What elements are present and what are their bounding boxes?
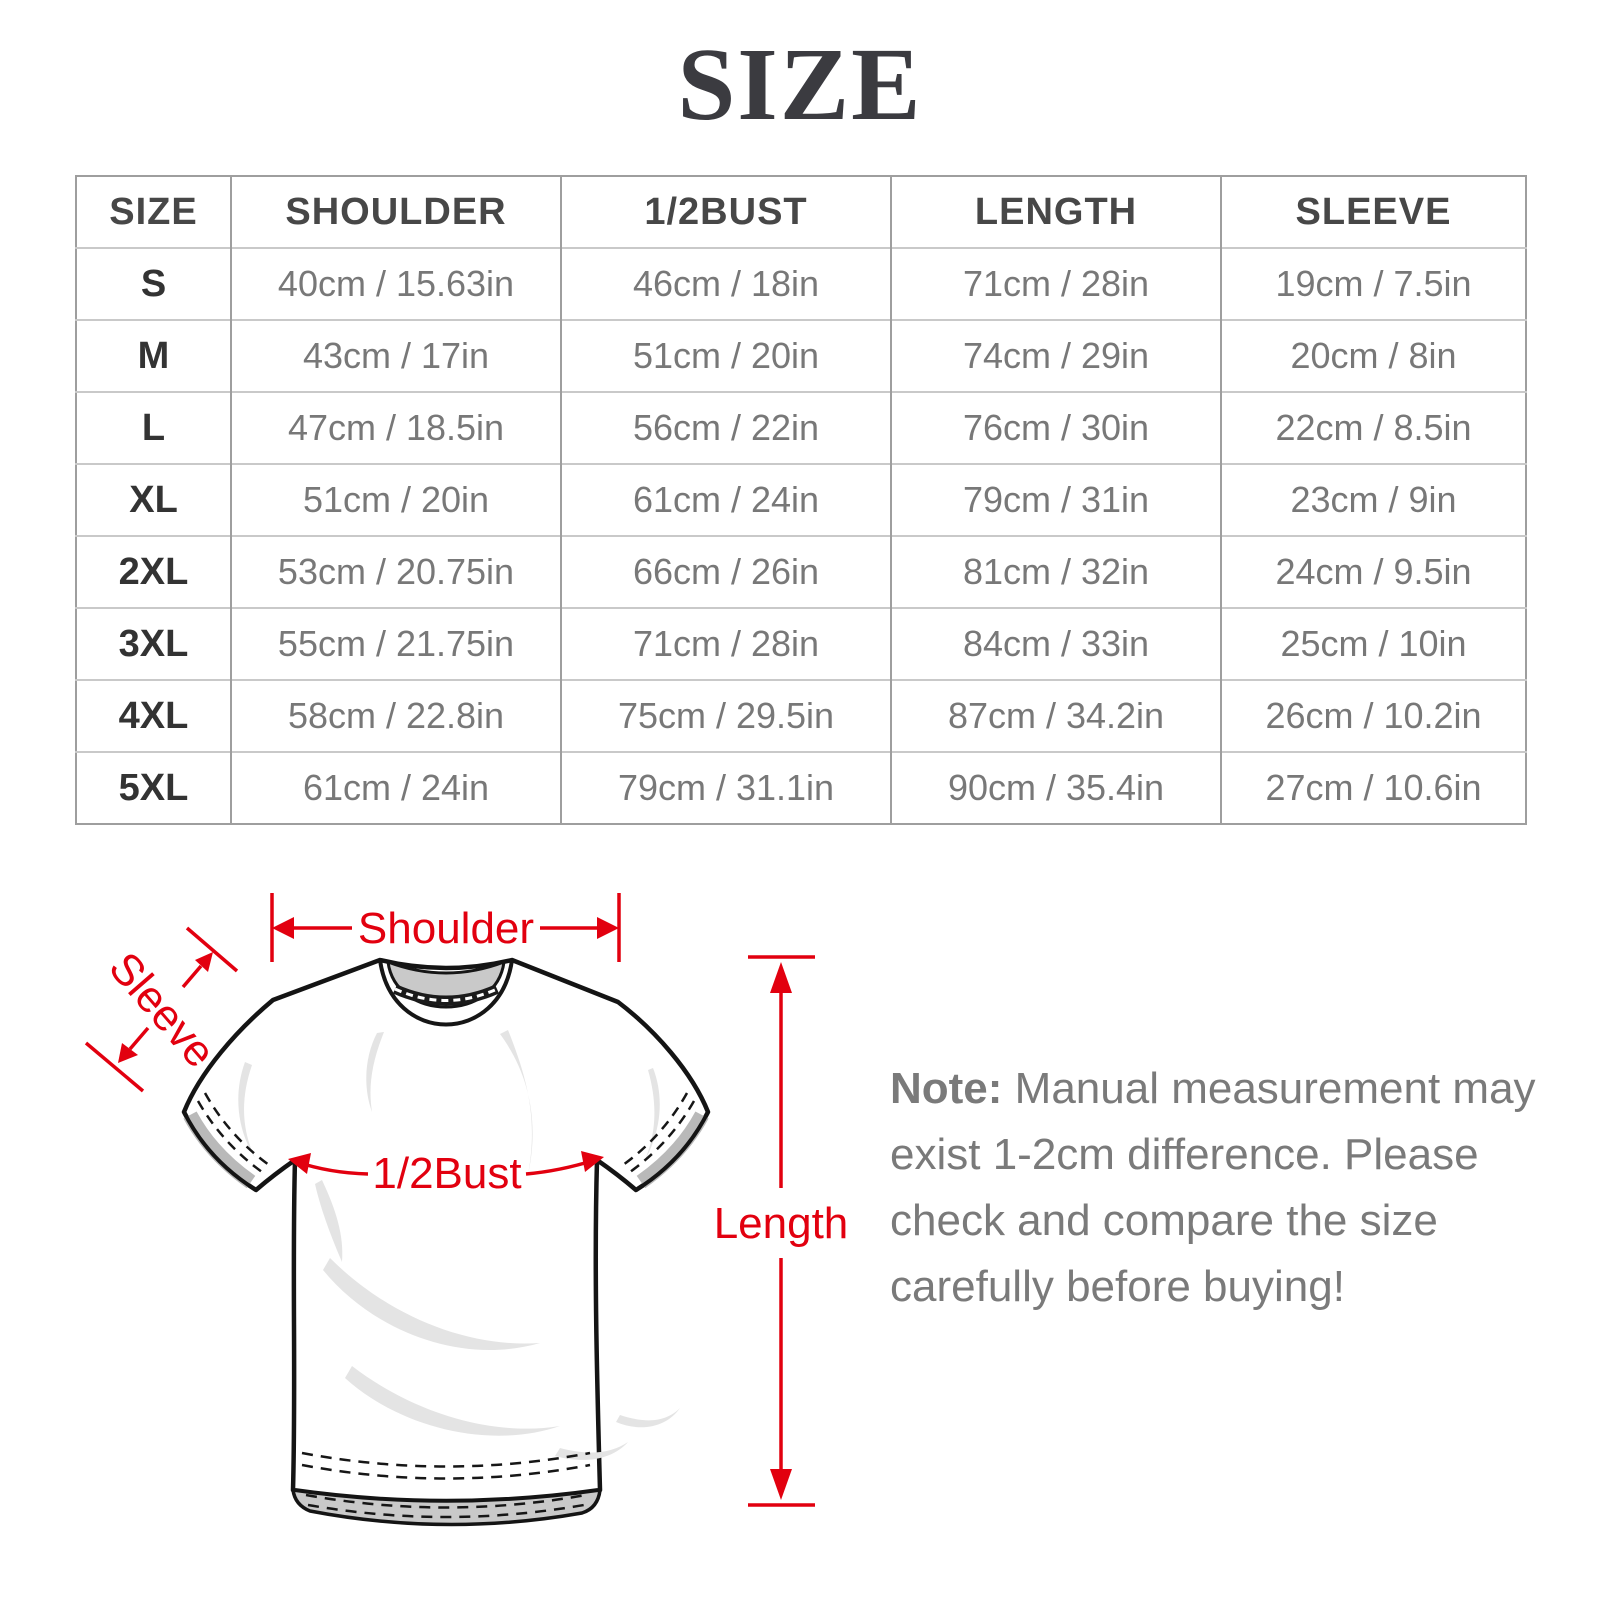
hem <box>290 1451 602 1527</box>
size-cell: 4XL <box>76 679 231 752</box>
size-cell: L <box>76 391 231 464</box>
header-length: LENGTH <box>890 176 1221 248</box>
tshirt-illustration <box>181 957 711 1527</box>
bust-cell: 71cm / 28in <box>560 607 891 680</box>
shoulder-cell: 55cm / 21.75in <box>230 607 561 680</box>
table-header-row: SIZE SHOULDER 1/2BUST LENGTH SLEEVE <box>76 176 1526 248</box>
right-cuff <box>622 1092 710 1192</box>
table-row: M 43cm / 17in 51cm / 20in 74cm / 29in 20… <box>76 319 1526 392</box>
length-dimension: Length <box>714 955 849 1507</box>
collar <box>378 959 514 1027</box>
bust-cell: 79cm / 31.1in <box>560 751 891 824</box>
length-cell: 87cm / 34.2in <box>890 679 1221 752</box>
shoulder-cell: 40cm / 15.63in <box>230 247 561 320</box>
note-line: check and compare the size <box>890 1196 1438 1245</box>
sleeve-cell: 20cm / 8in <box>1220 319 1526 392</box>
size-cell: M <box>76 319 231 392</box>
table-row: S 40cm / 15.63in 46cm / 18in 71cm / 28in… <box>76 247 1526 320</box>
shoulder-cell: 43cm / 17in <box>230 319 561 392</box>
length-cell: 74cm / 29in <box>890 319 1221 392</box>
table-row: L 47cm / 18.5in 56cm / 22in 76cm / 30in … <box>76 391 1526 464</box>
note-line: carefully before buying! <box>890 1262 1345 1311</box>
shoulder-dimension: Shoulder <box>270 893 621 962</box>
size-cell: 5XL <box>76 751 231 824</box>
sleeve-cell: 25cm / 10in <box>1220 607 1526 680</box>
header-bust: 1/2BUST <box>560 176 891 248</box>
bust-cell: 75cm / 29.5in <box>560 679 891 752</box>
table-row: 2XL 53cm / 20.75in 66cm / 26in 81cm / 32… <box>76 535 1526 608</box>
bust-dimension: 1/2Bust <box>288 1149 604 1198</box>
length-cell: 71cm / 28in <box>890 247 1221 320</box>
sleeve-cell: 26cm / 10.2in <box>1220 679 1526 752</box>
shoulder-cell: 58cm / 22.8in <box>230 679 561 752</box>
length-label: Length <box>714 1199 849 1248</box>
table-row: 3XL 55cm / 21.75in 71cm / 28in 84cm / 33… <box>76 607 1526 680</box>
sleeve-cell: 24cm / 9.5in <box>1220 535 1526 608</box>
shoulder-label: Shoulder <box>358 904 534 953</box>
header-size: SIZE <box>109 190 198 233</box>
bust-cell: 51cm / 20in <box>560 319 891 392</box>
bust-label: 1/2Bust <box>372 1149 521 1198</box>
page-title: SIZE <box>677 27 923 142</box>
size-cell: XL <box>76 463 231 536</box>
size-cell: 2XL <box>76 535 231 608</box>
table-row: 4XL 58cm / 22.8in 75cm / 29.5in 87cm / 3… <box>76 679 1526 752</box>
bust-cell: 66cm / 26in <box>560 535 891 608</box>
sleeve-cell: 19cm / 7.5in <box>1220 247 1526 320</box>
bust-cell: 61cm / 24in <box>560 463 891 536</box>
bust-cell: 56cm / 22in <box>560 391 891 464</box>
left-cuff <box>182 1092 270 1192</box>
length-cell: 81cm / 32in <box>890 535 1221 608</box>
sleeve-cell: 27cm / 10.6in <box>1220 751 1526 824</box>
length-cell: 79cm / 31in <box>890 463 1221 536</box>
bust-cell: 46cm / 18in <box>560 247 891 320</box>
size-cell: S <box>76 247 231 320</box>
table-row: 5XL 61cm / 24in 79cm / 31.1in 90cm / 35.… <box>76 751 1526 824</box>
shoulder-cell: 47cm / 18.5in <box>230 391 561 464</box>
sleeve-cell: 23cm / 9in <box>1220 463 1526 536</box>
header-shoulder: SHOULDER <box>230 176 561 248</box>
shoulder-cell: 53cm / 20.75in <box>230 535 561 608</box>
tshirt-measurement-diagram: Shoulder Sleeve 1/2Bust <box>84 893 849 1527</box>
note-label: Note: <box>890 1064 1003 1113</box>
note-line1-rest: Manual measurement may <box>1002 1064 1536 1113</box>
length-cell: 84cm / 33in <box>890 607 1221 680</box>
header-sleeve: SLEEVE <box>1220 176 1526 248</box>
note-line: exist 1-2cm difference. Please <box>890 1130 1479 1179</box>
table-row: XL 51cm / 20in 61cm / 24in 79cm / 31in 2… <box>76 463 1526 536</box>
length-cell: 76cm / 30in <box>890 391 1221 464</box>
length-cell: 90cm / 35.4in <box>890 751 1221 824</box>
note-line: Note: Manual measurement may <box>890 1056 1550 1122</box>
size-cell: 3XL <box>76 607 231 680</box>
shoulder-cell: 61cm / 24in <box>230 751 561 824</box>
size-table: SIZE SHOULDER 1/2BUST LENGTH SLEEVE S 40… <box>75 175 1527 825</box>
note-text: Note: Manual measurement may exist 1-2cm… <box>890 1056 1550 1320</box>
shoulder-cell: 51cm / 20in <box>230 463 561 536</box>
sleeve-cell: 22cm / 8.5in <box>1220 391 1526 464</box>
